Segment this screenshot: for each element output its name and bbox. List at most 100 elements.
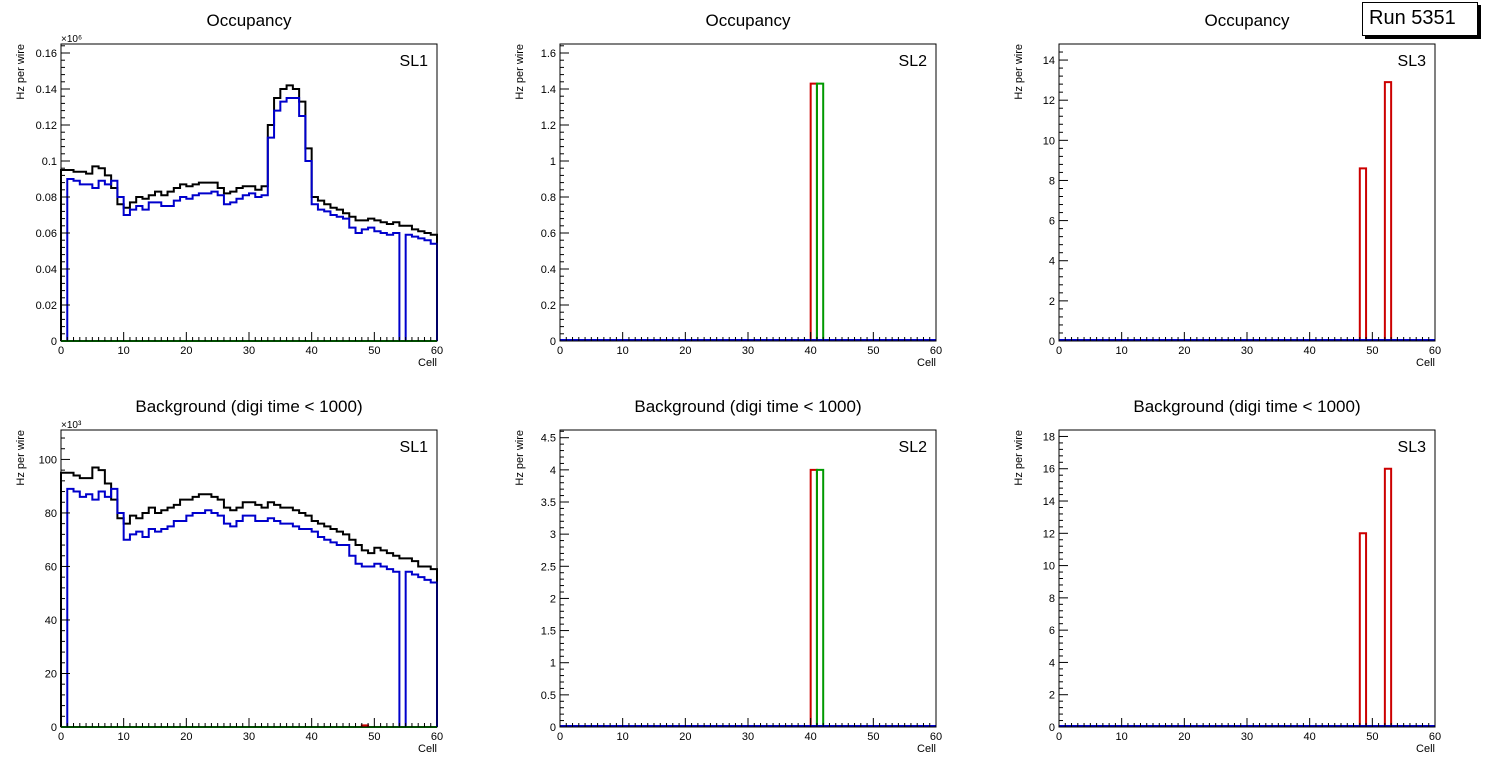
x-tick-label: 10 — [118, 345, 130, 357]
x-tick-label: 0 — [557, 731, 563, 743]
x-axis-label: Cell — [1416, 357, 1435, 369]
y-tick-label: 80 — [45, 508, 57, 520]
y-tick-label: 4.5 — [541, 433, 556, 445]
y-tick-label: 14 — [1043, 496, 1055, 508]
y-tick-label: 2.5 — [541, 561, 556, 573]
y-tick-label: 4 — [550, 465, 556, 477]
x-tick-label: 60 — [1429, 345, 1441, 357]
y-tick-label: 0.08 — [36, 192, 57, 204]
y-tick-label: 0.16 — [36, 48, 57, 60]
x-tick-label: 20 — [180, 345, 192, 357]
x-tick-label: 40 — [1304, 731, 1316, 743]
y-tick-label: 0.6 — [541, 228, 556, 240]
y-tick-label: 0.06 — [36, 228, 57, 240]
x-tick-label: 20 — [679, 731, 691, 743]
y-tick-label: 1.4 — [541, 84, 556, 96]
x-tick-label: 10 — [617, 731, 629, 743]
x-tick-label: 30 — [243, 345, 255, 357]
x-axis-label: Cell — [418, 357, 437, 369]
x-tick-label: 30 — [742, 731, 754, 743]
x-tick-label: 30 — [742, 345, 754, 357]
y-axis-label: Hz per wire — [1013, 44, 1025, 100]
x-axis-label: Cell — [917, 357, 936, 369]
x-tick-label: 10 — [1116, 731, 1128, 743]
y-axis-label: Hz per wire — [1013, 430, 1025, 486]
panel-title: Background (digi time < 1000) — [634, 397, 861, 416]
y-tick-label: 0 — [550, 336, 556, 348]
y-tick-label: 8 — [1049, 175, 1055, 187]
y-tick-label: 0.2 — [541, 300, 556, 312]
x-tick-label: 0 — [1056, 345, 1062, 357]
y-tick-label: 10 — [1043, 561, 1055, 573]
x-tick-label: 10 — [118, 731, 130, 743]
y-tick-label: 4 — [1049, 657, 1055, 669]
x-tick-label: 40 — [805, 731, 817, 743]
y-tick-label: 18 — [1043, 431, 1055, 443]
y-tick-label: 100 — [39, 454, 57, 466]
x-tick-label: 20 — [180, 731, 192, 743]
x-tick-label: 60 — [930, 345, 942, 357]
y-axis-label: Hz per wire — [514, 430, 526, 486]
x-tick-label: 0 — [58, 345, 64, 357]
y-axis-label: Hz per wire — [15, 430, 27, 486]
histogram-panel: Occupancy 0 10 20 30 40 50 60 0 0.02 0.04 0.06 0.08 0… — [15, 11, 443, 369]
y-tick-label: 6 — [1049, 216, 1055, 228]
x-tick-label: 20 — [679, 345, 691, 357]
run-number-label: Run 5351 — [1369, 7, 1456, 29]
x-tick-label: 20 — [1178, 731, 1190, 743]
y-tick-label: 0.12 — [36, 120, 57, 132]
x-tick-label: 60 — [1429, 731, 1441, 743]
superlayer-label: SL3 — [1398, 439, 1427, 456]
y-tick-label: 2 — [1049, 296, 1055, 308]
x-tick-label: 60 — [431, 731, 443, 743]
x-tick-label: 60 — [431, 345, 443, 357]
plot-frame — [1058, 429, 1436, 728]
y-tick-label: 16 — [1043, 464, 1055, 476]
y-tick-label: 20 — [45, 668, 57, 680]
y-tick-label: 1 — [550, 156, 556, 168]
y-tick-label: 12 — [1043, 528, 1055, 540]
y-tick-label: 2 — [550, 593, 556, 605]
histogram-panel: Background (digi time < 1000)0 10 20 30 40 50… — [514, 397, 942, 755]
superlayer-label: SL2 — [899, 53, 928, 70]
plot-frame — [1058, 43, 1436, 342]
x-tick-label: 40 — [805, 345, 817, 357]
histogram-panel: Background (digi time < 1000)0 10 20 30 40 50… — [15, 397, 443, 755]
plot-frame — [559, 43, 937, 342]
x-tick-label: 40 — [1304, 345, 1316, 357]
y-tick-label: 12 — [1043, 95, 1055, 107]
x-tick-label: 50 — [1366, 345, 1378, 357]
histogram-bar — [1358, 167, 1368, 341]
y-tick-label: 60 — [45, 561, 57, 573]
x-tick-label: 0 — [58, 731, 64, 743]
y-tick-label: 0 — [51, 722, 57, 734]
series-good-line — [61, 487, 438, 728]
series-total-line — [60, 84, 438, 341]
y-tick-label: 3 — [550, 529, 556, 541]
x-tick-label: 0 — [557, 345, 563, 357]
y-axis-label: Hz per wire — [514, 44, 526, 100]
y-tick-label: 3.5 — [541, 497, 556, 509]
x-tick-label: 20 — [1178, 345, 1190, 357]
histogram-bar — [815, 82, 825, 341]
x-tick-label: 50 — [1366, 731, 1378, 743]
x-tick-label: 40 — [306, 731, 318, 743]
panel-title: Occupancy — [206, 11, 292, 30]
histogram-panel: Occupancy 0 10 20 30 40 50 60 0 2 4 6 8 10 12 14 Cell Hz … — [1013, 11, 1441, 369]
histogram-panel: Occupancy 0 10 20 30 40 50 60 0 0.2 0.4 0.6 0.8 1 1.2 1… — [514, 11, 942, 369]
y-tick-label: 1.6 — [541, 48, 556, 60]
x-axis-label: Cell — [418, 743, 437, 755]
y-tick-label: 0 — [1049, 722, 1055, 734]
histogram-bar — [1383, 467, 1393, 727]
series-good-line — [61, 97, 438, 342]
superlayer-label: SL1 — [400, 439, 429, 456]
y-tick-label: 0.4 — [541, 264, 556, 276]
axis-multiplier: ×10⁶ — [61, 34, 82, 45]
superlayer-label: SL2 — [899, 439, 928, 456]
y-tick-label: 0.02 — [36, 300, 57, 312]
y-tick-label: 1 — [550, 658, 556, 670]
y-tick-label: 0.04 — [36, 264, 57, 276]
x-tick-label: 30 — [1241, 731, 1253, 743]
y-tick-label: 14 — [1043, 55, 1055, 67]
